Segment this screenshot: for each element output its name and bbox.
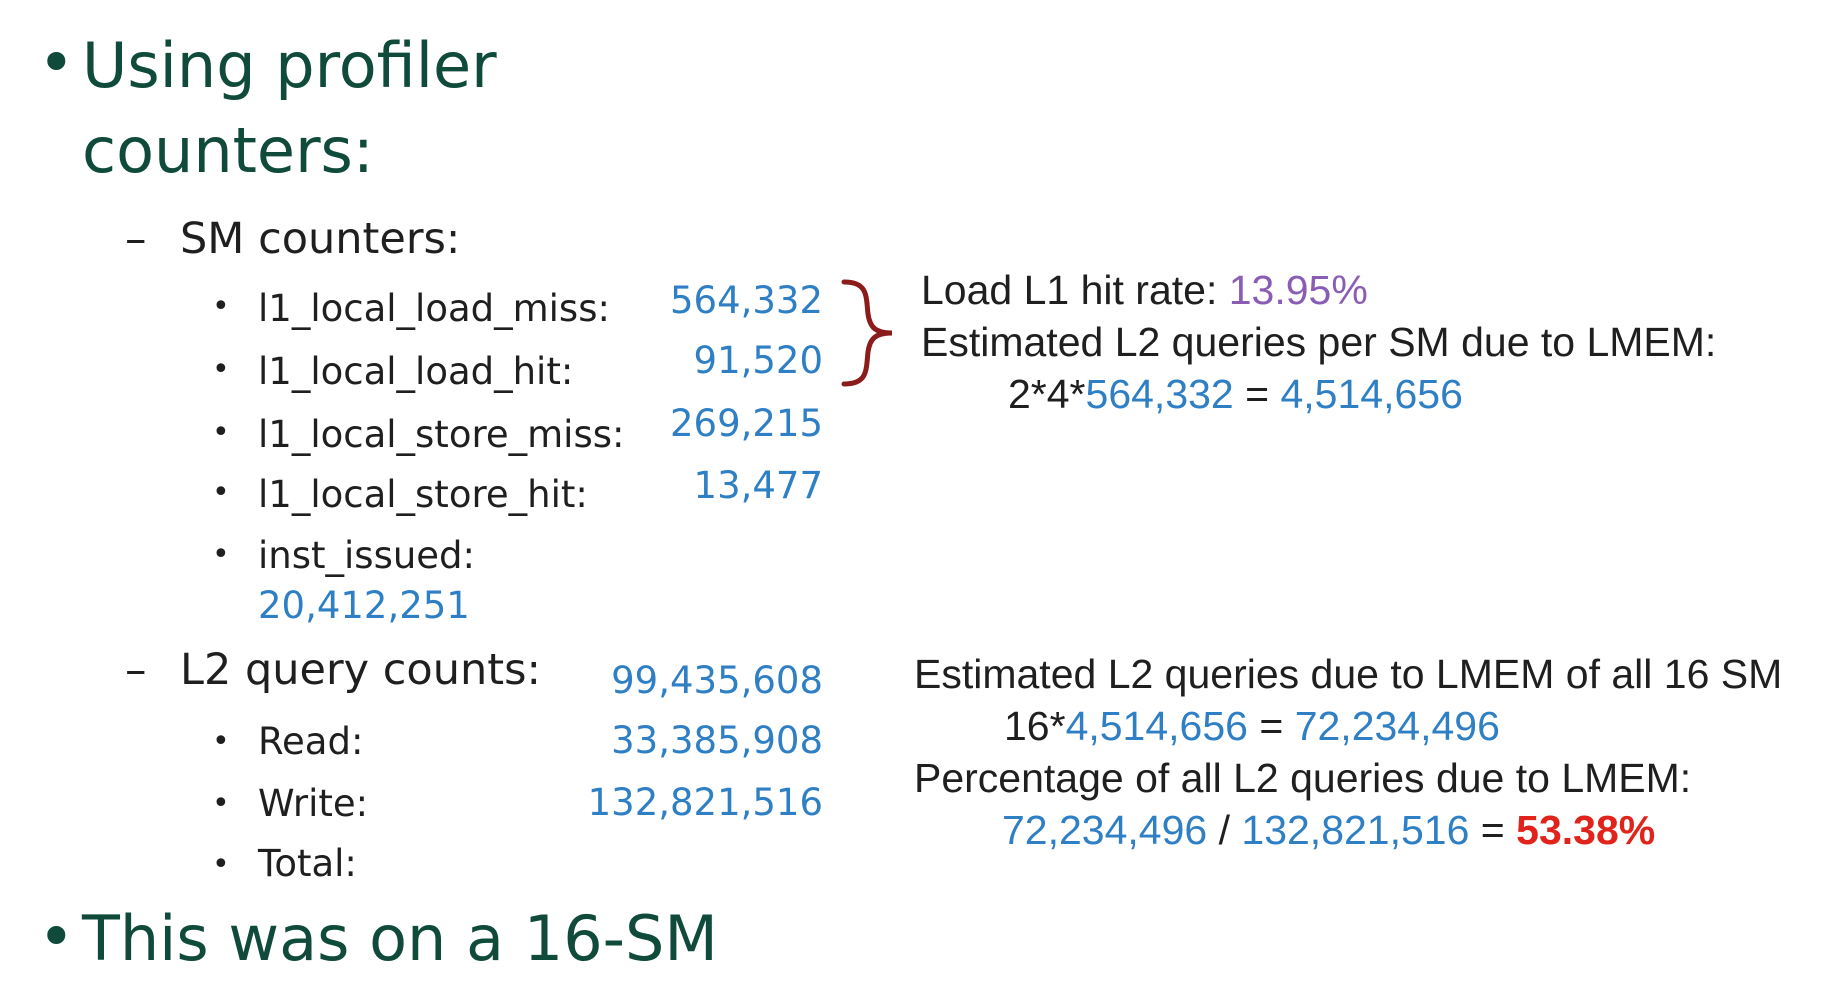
- hit-rate-line: Load L1 hit rate: 13.95%: [921, 270, 1368, 311]
- sm-item-value: 13,477: [693, 464, 823, 507]
- bullet-dot-1: •: [38, 26, 75, 99]
- l2-item-value: 33,385,908: [611, 719, 823, 762]
- pct-eq: =: [1469, 807, 1517, 853]
- est-all-result: 72,234,496: [1294, 703, 1500, 749]
- pct-label: Percentage of all L2 queries due to LMEM…: [914, 755, 1692, 801]
- l2-dash: –: [125, 645, 147, 695]
- sm-item-label: l1_local_store_hit:: [258, 473, 588, 516]
- bullet-title-line1: Using profiler: [82, 29, 497, 102]
- bullet-title-line2: counters:: [82, 114, 374, 187]
- l2-item-label: Write:: [258, 782, 369, 825]
- est-sm-operand: 564,332: [1085, 371, 1234, 417]
- l2-heading: L2 query counts:: [180, 645, 541, 695]
- est-all-prefix: 16*: [1004, 703, 1066, 749]
- sm-item-label: l1_local_load_hit:: [258, 350, 574, 393]
- pct-result: 53.38%: [1516, 807, 1656, 853]
- l2-item-label: Read:: [258, 720, 364, 763]
- sm-item-label: l1_local_store_miss:: [258, 413, 625, 456]
- curly-brace-icon: [841, 279, 893, 387]
- sub-bullet: •: [212, 847, 230, 882]
- hit-rate-value: 13.95%: [1228, 267, 1368, 313]
- sub-bullet: •: [212, 786, 230, 821]
- pct-denominator: 132,821,516: [1241, 807, 1470, 853]
- sub-bullet: •: [212, 475, 230, 510]
- l2-item-label: Total:: [258, 842, 357, 885]
- sub-bullet: •: [212, 415, 230, 450]
- sub-bullet: •: [212, 289, 230, 324]
- est-sm-result: 4,514,656: [1280, 371, 1463, 417]
- est-all-operand: 4,514,656: [1065, 703, 1248, 749]
- sub-bullet: •: [212, 537, 230, 572]
- pct-numerator: 72,234,496: [1002, 807, 1208, 853]
- hit-rate-label: Load L1 hit rate:: [921, 267, 1229, 313]
- sm-item-label: l1_local_load_miss:: [258, 287, 610, 330]
- sm-item-value: 564,332: [669, 279, 823, 322]
- sm-dash: –: [125, 214, 147, 264]
- sm-item-value: 20,412,251: [258, 584, 470, 627]
- sm-item-value: 269,215: [669, 402, 823, 445]
- est-all-eq: =: [1247, 703, 1295, 749]
- l2-heading-value: 99,435,608: [611, 659, 823, 702]
- sm-item-label: inst_issued:: [258, 534, 476, 577]
- est-sm-label: Estimated L2 queries per SM due to LMEM:: [921, 319, 1717, 365]
- sub-bullet: •: [212, 724, 230, 759]
- sub-bullet: •: [212, 352, 230, 387]
- sm-item-value: 91,520: [693, 339, 823, 382]
- est-sm-eq: =: [1233, 371, 1281, 417]
- pct-div: /: [1207, 807, 1242, 853]
- bullet-dot-2: •: [38, 900, 75, 973]
- bullet-title-2: This was on a 16-SM: [82, 902, 718, 975]
- l2-item-value: 132,821,516: [587, 781, 823, 824]
- pct-formula: 72,234,496 / 132,821,516 = 53.38%: [1002, 810, 1655, 851]
- sm-heading: SM counters:: [180, 214, 461, 264]
- est-sm-formula: 2*4*564,332 = 4,514,656: [1008, 374, 1463, 415]
- est-sm-prefix: 2*4*: [1008, 371, 1086, 417]
- est-all-formula: 16*4,514,656 = 72,234,496: [1004, 706, 1500, 747]
- est-all-label: Estimated L2 queries due to LMEM of all …: [914, 651, 1783, 697]
